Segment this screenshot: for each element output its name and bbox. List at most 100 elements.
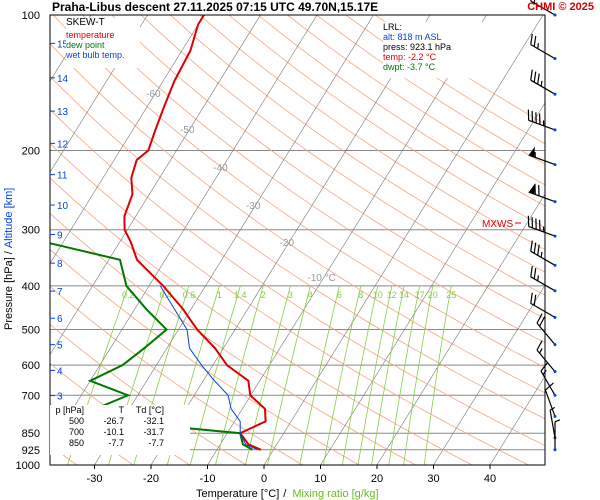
isotherm-line: [547, 15, 600, 465]
wind-barb-full: [533, 71, 537, 83]
mixing-ratio-line: [189, 285, 241, 465]
dry-adiabat-line: [257, 15, 545, 207]
mixing-ratio-label: 1.4: [234, 290, 247, 300]
mixing-ratio-label: 1: [217, 290, 222, 300]
wind-barb: [536, 313, 557, 347]
mixing-ratio-line: [341, 285, 379, 465]
wind-barb-dot: [553, 289, 557, 293]
wind-barb-full: [533, 35, 537, 47]
mxws-marker: MXWS: [482, 219, 521, 230]
lrl-info: LRL: alt: 818 m ASL press: 923.1 hPa tem…: [383, 22, 493, 78]
mixing-ratio-line: [403, 285, 434, 465]
mixing-ratio-label: 10: [373, 290, 383, 300]
wind-barb-full: [530, 240, 533, 252]
altitude-tick-label: 6: [57, 314, 63, 325]
wind-barb-full: [533, 294, 537, 306]
wind-barb-full: [530, 292, 533, 304]
mixing-ratio-label: 12: [387, 290, 397, 300]
isotherm-line: [489, 375, 545, 465]
altitude-tick-label: 3: [57, 392, 63, 403]
dry-adiabat-line: [50, 142, 529, 465]
altitude-tick-label: 9: [57, 231, 63, 242]
x-tick-label: -20: [143, 473, 159, 485]
altitude-tick-label: 7: [57, 287, 63, 298]
wind-barb-full: [535, 218, 537, 230]
mixing-ratio-line: [215, 285, 264, 465]
mxws-label: MXWS: [482, 219, 513, 230]
x-tick-label: 10: [314, 473, 326, 485]
isotherm-line: [376, 193, 545, 465]
table-header-td: Td [°C]: [135, 405, 164, 415]
wind-barb-staff: [540, 370, 556, 396]
dry-adiabat-line: [50, 323, 247, 465]
legend: SKEW-T temperature dew point wet bulb te…: [66, 18, 140, 68]
table-header-p: p [hPa]: [55, 405, 84, 415]
mixing-ratio-line: [299, 285, 340, 465]
pressure-tick-label: 200: [22, 145, 40, 157]
dry-adiabat-line: [140, 15, 545, 296]
dry-adiabat-line: [228, 15, 545, 229]
wind-barb-half: [539, 348, 543, 354]
isotherm-line: [94, 15, 374, 465]
mixing-ratio-label: 0.2: [122, 290, 135, 300]
x-axis-label-mixing: Mixing ratio [g/kg]: [292, 488, 378, 500]
lrl-title: LRL:: [383, 22, 403, 32]
wind-barb-half: [549, 406, 556, 411]
altitude-tick-label: 14: [57, 74, 69, 85]
pressure-tick-label: 700: [22, 390, 40, 402]
wind-barb-half: [542, 369, 547, 375]
wind-barb: [530, 33, 557, 61]
pressure-tick-label: 925: [22, 445, 40, 457]
mixing-ratio-label: 8: [358, 290, 363, 300]
wind-barb-staff: [528, 119, 556, 131]
x-tick-label: 20: [371, 473, 383, 485]
wind-barb-dot: [553, 393, 557, 397]
mixing-ratio-label: 0.6: [183, 290, 196, 300]
legend-temperature: temperature: [66, 30, 115, 40]
wind-barb-staff: [530, 0, 556, 16]
altitude-tick-label: 12: [57, 139, 69, 150]
pressure-tick-label: 1000: [16, 460, 40, 472]
table-cell: -7.7: [108, 438, 124, 448]
mixing-ratio-label: 4: [308, 290, 313, 300]
wind-barb-half: [534, 152, 536, 158]
dry-adiabat-line: [316, 15, 545, 165]
wind-barb-staff: [528, 154, 556, 166]
table-cell: -7.7: [148, 438, 164, 448]
altitude-tick-label: 5: [57, 341, 63, 352]
wind-barb-staff: [530, 44, 556, 60]
table-cell: 850: [68, 438, 84, 448]
isotherm-line: [207, 15, 487, 465]
isotherm-line: [433, 284, 545, 465]
isotherm-line: [263, 15, 544, 465]
wind-barb-dot: [553, 92, 557, 96]
wind-barb-half: [540, 80, 543, 87]
mixing-ratio-line: [423, 285, 452, 465]
wind-barb-dot: [553, 448, 557, 452]
table-row: 500 -26.7 -32.1: [50, 416, 190, 427]
isotherm-line: [50, 15, 261, 356]
wind-barb-staff: [544, 389, 556, 417]
mixing-ratio-label: 3: [288, 290, 293, 300]
wind-barb-full: [545, 382, 554, 391]
wind-barb: [544, 382, 557, 418]
wind-barb-full: [534, 183, 536, 195]
x-tick-label: -10: [200, 473, 216, 485]
dry-adiabat-line: [52, 15, 545, 368]
wind-barb-full: [533, 268, 537, 279]
lrl-press: press: 923.1 hPa: [383, 42, 452, 52]
wind-barb-full: [531, 217, 534, 228]
wind-barb: [527, 215, 557, 238]
wind-barb-full: [537, 73, 540, 85]
wind-barbs: [527, 0, 561, 452]
dry-adiabat-line: [170, 15, 545, 273]
y-axis-label-altitude: Altitude [km]: [3, 188, 15, 249]
mixing-ratio-line: [323, 285, 362, 465]
x-tick-label: 40: [484, 473, 496, 485]
wind-barb-dot: [553, 414, 557, 418]
isotherm-line: [150, 15, 431, 465]
mixing-ratio-label: 25: [446, 290, 456, 300]
isotherm-label: -40: [213, 163, 228, 174]
wind-barb-dot: [553, 370, 557, 374]
